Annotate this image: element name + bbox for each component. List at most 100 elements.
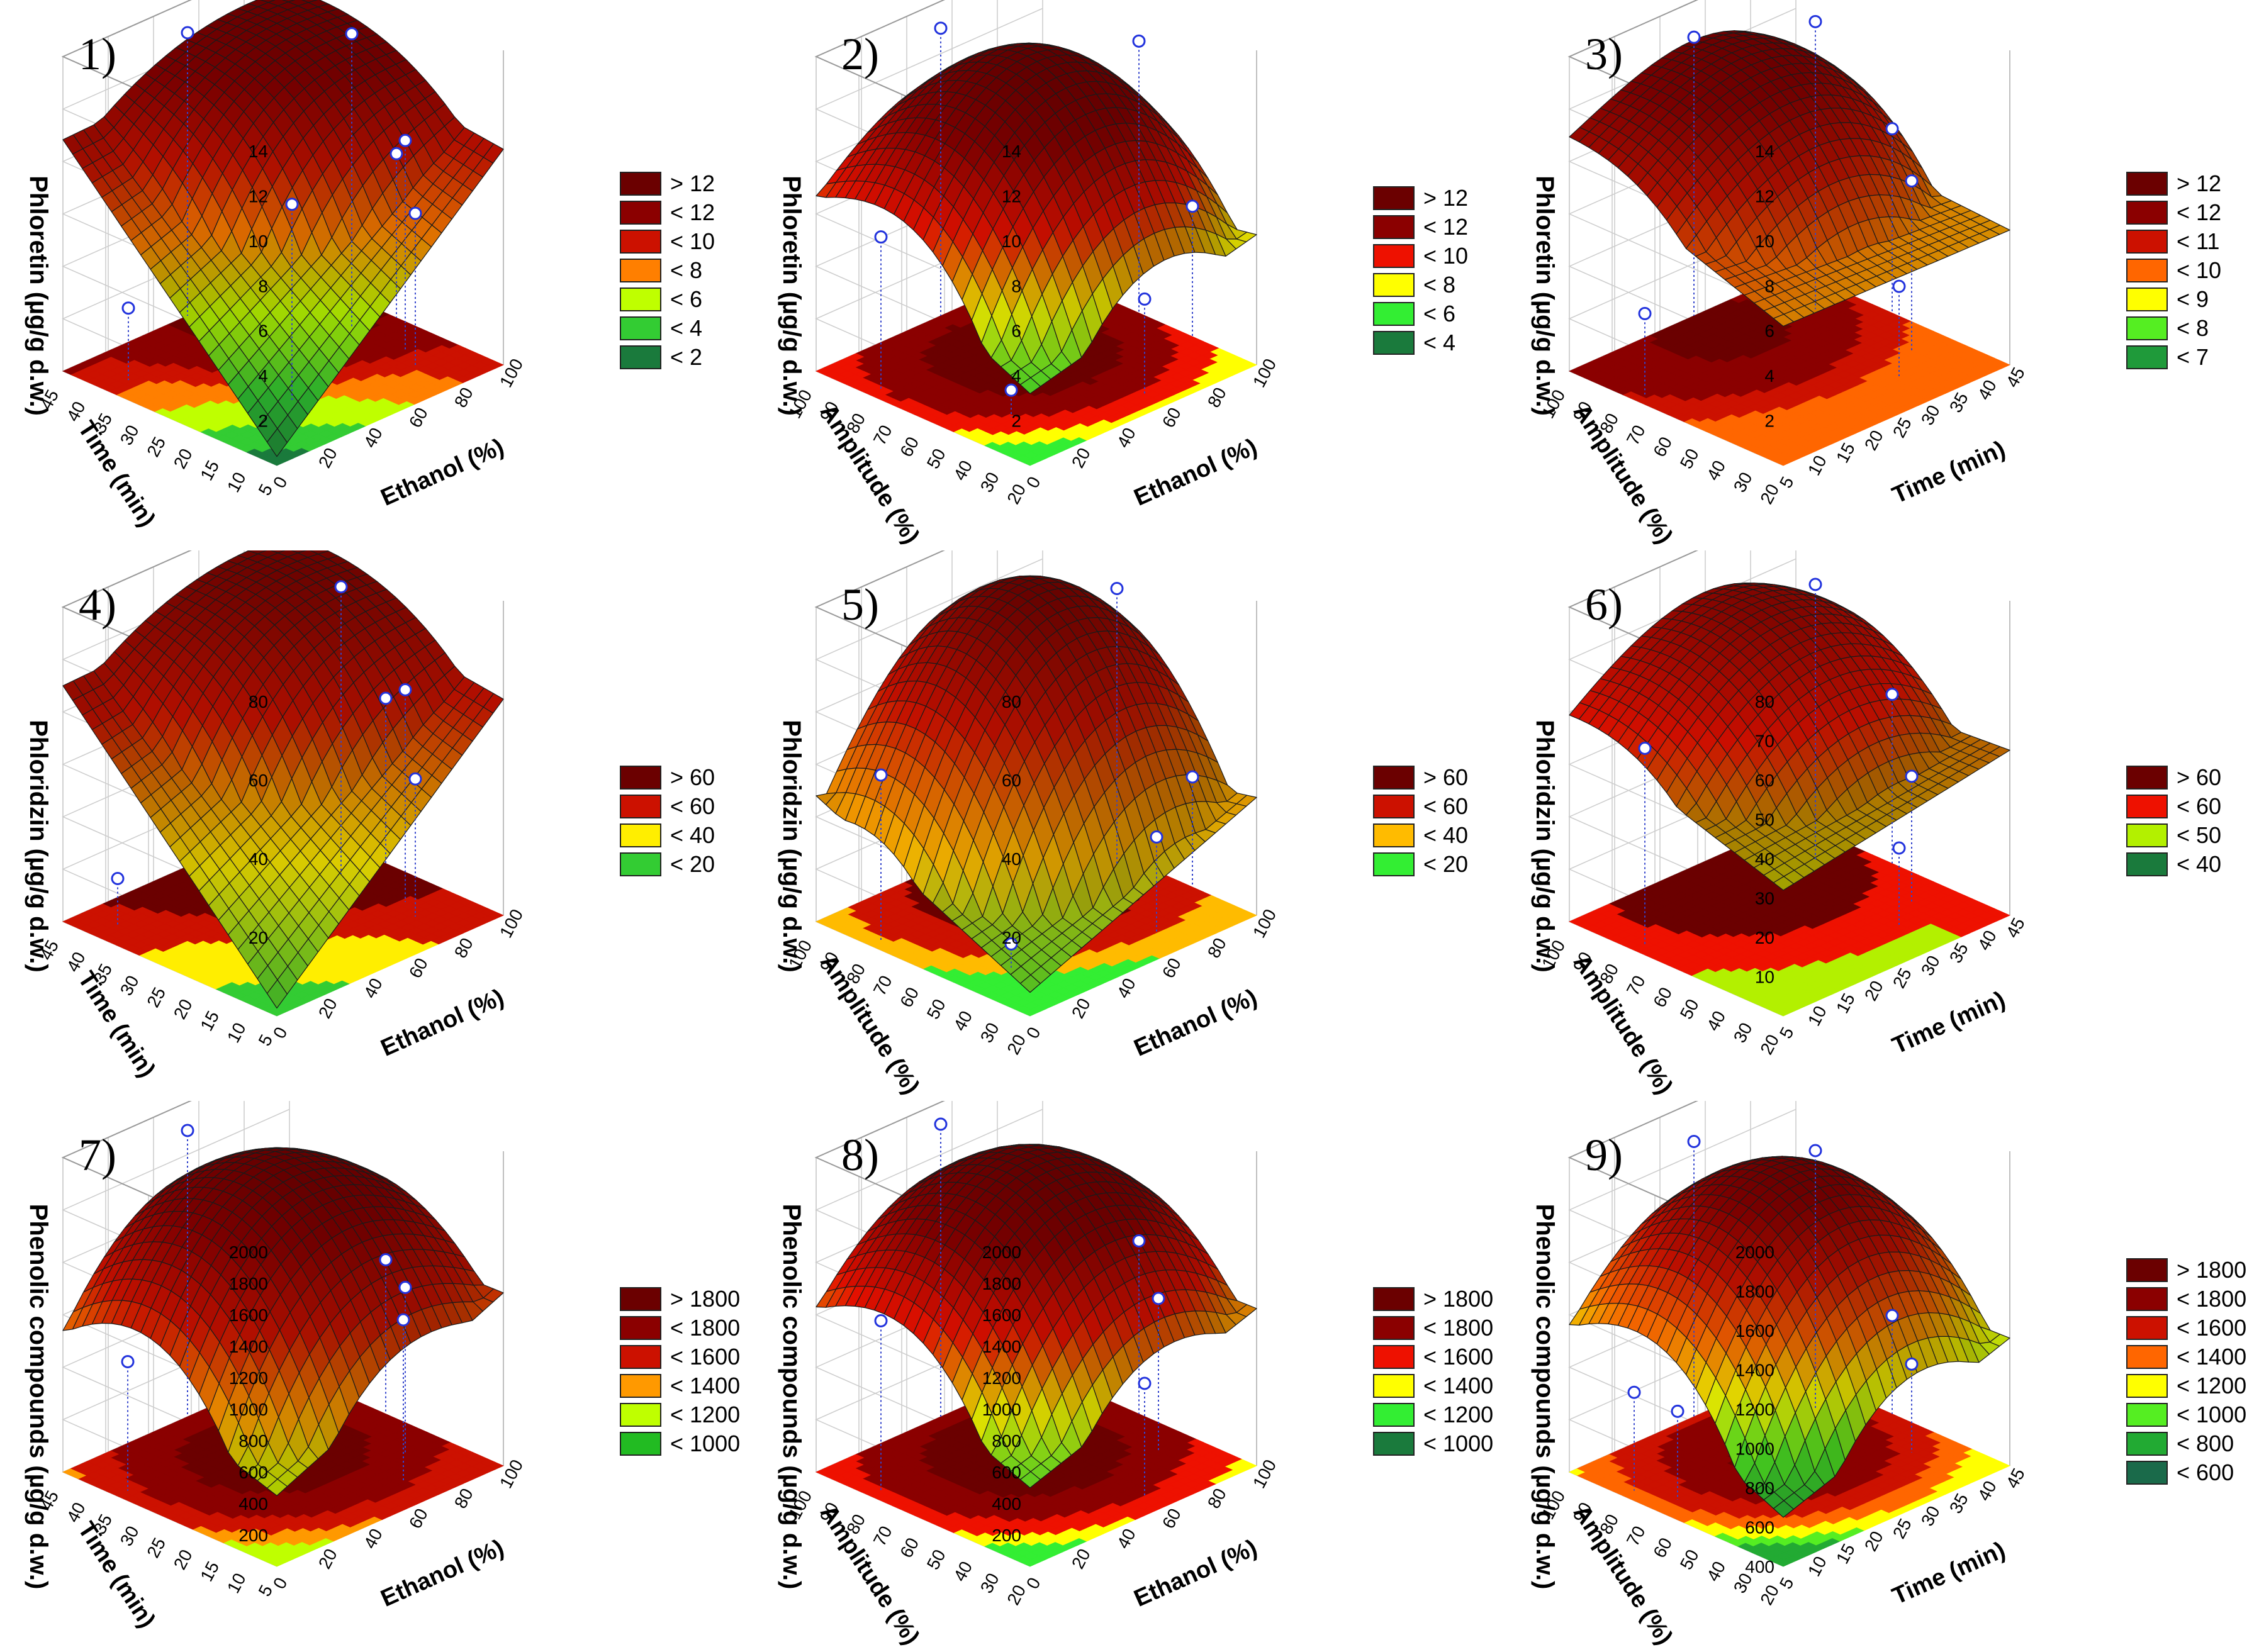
z-tick-label: 20 [249,928,268,947]
experimental-points [1627,1135,1919,1500]
x-tick-label: 100 [1249,355,1280,391]
z-tick-label: 40 [1755,849,1774,869]
legend-entry: < 20 [620,850,715,879]
y-tick-label: 30 [1730,1020,1756,1046]
x-tick-label: 80 [451,1485,477,1512]
legend-entry: < 60 [620,792,715,821]
z-tick-label: 600 [992,1463,1021,1482]
data-point [1110,582,1124,595]
y-tick-label: 50 [923,1546,950,1573]
legend-label: < 60 [2177,793,2222,819]
legend-entry: < 6 [1373,299,1468,328]
legend-entry: > 1800 [620,1285,740,1314]
legend-entry: > 1800 [2126,1256,2246,1285]
z-tick-label: 4 [1011,366,1021,386]
surface-plot-7: 2004006008001000120014001600180020000204… [25,1101,527,1632]
legend-label: < 1000 [2177,1402,2247,1427]
data-point [1138,1376,1152,1390]
legend-swatch [620,1403,661,1427]
legend-label: < 1800 [1423,1315,1494,1341]
contour-floor [1569,820,2010,1017]
contour-floor [816,1371,1257,1567]
z-tick-label: 1200 [229,1368,268,1388]
legend-label: < 1000 [1423,1431,1494,1456]
z-axis-title: Phloretin (µg/g d.w.) [778,176,805,416]
z-tick-label: 10 [249,232,268,251]
data-point [379,1253,393,1266]
legend-label: < 4 [670,315,703,341]
legend-entry: < 2 [620,343,715,372]
z-tick-label: 14 [1002,142,1021,161]
legend-label: < 2 [670,344,703,370]
x-tick-label: 15 [1832,990,1859,1017]
z-tick-label: 200 [238,1526,268,1545]
y-tick-label: 30 [116,1523,143,1549]
legend-entry: < 12 [2126,198,2221,227]
y-tick-label: 40 [63,398,89,425]
z-tick-label: 800 [1745,1478,1774,1498]
z-tick-label: 4 [1764,366,1774,386]
legend-entry: < 1000 [620,1429,740,1458]
x-tick-label: 40 [1974,1478,2000,1504]
x-tick-label: 80 [1204,1485,1230,1512]
z-tick-label: 1800 [229,1274,268,1293]
x-tick-label: 30 [1917,1503,1944,1529]
panel-number-label: 6) [1585,579,1623,630]
y-tick-label: 70 [1623,973,1649,999]
y-tick-label: 20 [170,996,196,1022]
z-tick-label: 20 [1755,928,1774,947]
y-tick-label: 40 [950,457,976,484]
legend-swatch [2126,259,2168,282]
z-tick-label: 1400 [982,1337,1021,1356]
legend-label: < 10 [1423,243,1469,269]
x-tick-label: 30 [1917,402,1944,428]
data-point [1638,306,1652,320]
y-tick-label: 25 [143,433,169,460]
surface-plot-1: 246810121402040608010051015202530354045E… [25,0,527,532]
legend-entry: > 1800 [1373,1285,1493,1314]
legend-swatch [2126,795,2168,818]
legend-label: < 1800 [670,1315,741,1341]
legend-label: > 60 [1423,764,1469,790]
y-tick-label: 25 [143,984,169,1010]
z-tick-label: 400 [1745,1557,1774,1577]
x-tick-label: 35 [1946,1490,1972,1517]
data-point [1808,578,1822,591]
z-tick-label: 2 [1011,411,1021,431]
legend-swatch [620,852,661,876]
y-tick-label: 25 [143,1534,169,1561]
panel-7: 200 400 600 800 1000 1200 1400 1600 1800 2000 0 20 4… [0,1101,753,1651]
experimental-points [111,580,422,926]
z-tick-label: 60 [249,771,268,790]
y-tick-label: 40 [1703,1558,1729,1585]
legend-label: < 8 [2177,315,2209,341]
panel-number-label: 1) [79,29,116,79]
z-tick-label: 4 [258,366,268,386]
x-axis-title: Time (min) [1888,1537,2009,1610]
data-point [934,21,948,35]
z-tick-label: 2000 [229,1242,268,1262]
x-axis-title: Ethanol (%) [377,1534,508,1612]
x-axis-title: Time (min) [1888,436,2009,509]
legend-swatch [1373,766,1415,790]
data-point [1808,14,1822,28]
data-point [1905,1357,1919,1371]
legend-label: < 1400 [1423,1373,1494,1398]
legend: > 12 < 12 < 11 < 10 < 9 < 8 < 7 [2126,169,2221,372]
data-point [181,1124,194,1137]
data-point [1132,1234,1146,1247]
z-tick-label: 400 [992,1494,1021,1514]
z-tick-label: 400 [238,1494,268,1514]
legend-entry: < 4 [620,314,715,343]
y-tick-label: 70 [870,973,896,999]
y-axis-title: Time (min) [72,1517,160,1632]
panel-9: 400 600 800 1000 1200 1400 1600 1800 2000 5 10 15 20… [1506,1101,2259,1651]
x-tick-label: 100 [496,1456,527,1492]
data-point [874,230,888,244]
y-tick-label: 70 [870,1523,896,1549]
legend-label: < 1000 [670,1431,741,1456]
data-point [1627,1385,1641,1399]
legend-label: < 40 [670,822,715,848]
legend-entry: < 12 [1373,213,1468,242]
panel-number-label: 9) [1585,1130,1623,1180]
